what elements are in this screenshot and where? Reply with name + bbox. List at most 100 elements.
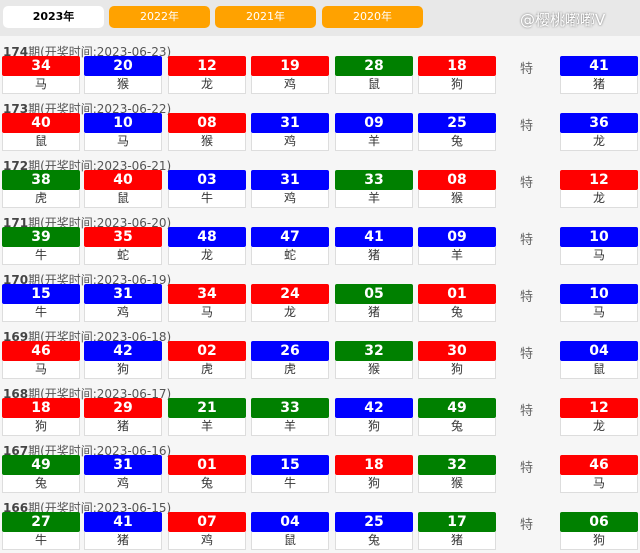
ball-cell: 21 羊 [168,398,246,436]
ball-cell: 41 猪 [335,227,413,265]
zodiac-label: 龙 [168,76,246,94]
zodiac-label: 鸡 [84,475,162,493]
zodiac-label: 马 [168,304,246,322]
zodiac-label: 龙 [168,247,246,265]
ball-cell: 32 猴 [418,455,496,493]
ball-cell: 10 马 [560,227,638,265]
ball-number: 47 [251,227,329,247]
ball-number: 35 [84,227,162,247]
zodiac-label: 猴 [168,133,246,151]
ball-number: 10 [560,284,638,304]
ball-cell: 25 兔 [418,113,496,151]
ball-cell: 33 羊 [251,398,329,436]
zodiac-label: 兔 [335,532,413,550]
zodiac-label: 鼠 [2,133,80,151]
issue-number: 170 [3,273,29,287]
ball-number: 24 [251,284,329,304]
draw-date: 期(开奖时间:2023-06-18) [28,330,172,344]
ball-number: 09 [335,113,413,133]
ball-number: 08 [168,113,246,133]
zodiac-label: 兔 [418,304,496,322]
special-label: 特 [520,62,534,77]
ball-cell: 26 虎 [251,341,329,379]
draw-row: 166期(开奖时间:2023-06-15) 27 牛 41 猪 07 鸡 04 鼠 25 兔 17 猪特… [0,496,640,553]
zodiac-label: 鸡 [251,133,329,151]
zodiac-label: 狗 [418,361,496,379]
draw-header: 172期(开奖时间:2023-06-21) [3,157,171,174]
draw-date: 期(开奖时间:2023-06-15) [28,501,172,515]
zodiac-label: 牛 [168,190,246,208]
issue-number: 169 [3,330,29,344]
ball-number: 41 [560,56,638,76]
ball-number: 10 [84,113,162,133]
ball-number: 01 [168,455,246,475]
tab-2023[interactable]: 2023年 [3,6,104,28]
ball-number: 40 [2,113,80,133]
zodiac-label: 猪 [335,247,413,265]
ball-number: 41 [84,512,162,532]
ball-number: 33 [335,170,413,190]
ball-number: 27 [2,512,80,532]
zodiac-label: 马 [560,475,638,493]
zodiac-label: 龙 [251,304,329,322]
zodiac-label: 牛 [2,532,80,550]
ball-number: 10 [560,227,638,247]
ball-cell: 31 鸡 [251,113,329,151]
draw-header: 174期(开奖时间:2023-06-23) [3,43,171,60]
zodiac-label: 兔 [168,475,246,493]
draw-row: 170期(开奖时间:2023-06-19) 15 牛 31 鸡 34 马 24 龙 05 猪 01 兔特… [0,268,640,325]
zodiac-label: 狗 [2,418,80,436]
tab-2020[interactable]: 2020年 [322,6,423,28]
ball-number: 21 [168,398,246,418]
ball-cell: 46 马 [2,341,80,379]
draw-row: 173期(开奖时间:2023-06-22) 40 鼠 10 马 08 猴 31 鸡 09 羊 25 兔特… [0,97,640,154]
draw-date: 期(开奖时间:2023-06-19) [28,273,172,287]
zodiac-label: 猴 [418,475,496,493]
zodiac-label: 猪 [84,532,162,550]
ball-cell: 19 鸡 [251,56,329,94]
special-label: 特 [520,176,534,191]
zodiac-label: 马 [560,247,638,265]
zodiac-label: 鼠 [560,361,638,379]
ball-cell: 18 狗 [418,56,496,94]
ball-cell: 25 兔 [335,512,413,550]
zodiac-label: 羊 [168,418,246,436]
ball-number: 17 [418,512,496,532]
zodiac-label: 鸡 [84,304,162,322]
ball-number: 02 [168,341,246,361]
zodiac-label: 猪 [335,304,413,322]
ball-number: 25 [335,512,413,532]
special-label: 特 [520,404,534,419]
ball-number: 31 [84,455,162,475]
zodiac-label: 羊 [335,190,413,208]
ball-cell: 06 狗 [560,512,638,550]
zodiac-label: 狗 [560,532,638,550]
draw-date: 期(开奖时间:2023-06-21) [28,159,172,173]
ball-number: 12 [560,398,638,418]
special-label: 特 [520,347,534,362]
ball-number: 12 [168,56,246,76]
issue-number: 168 [3,387,29,401]
draw-row: 171期(开奖时间:2023-06-20) 39 牛 35 蛇 48 龙 47 蛇 41 猪 09 羊特… [0,211,640,268]
ball-cell: 32 猴 [335,341,413,379]
ball-cell: 04 鼠 [251,512,329,550]
ball-cell: 09 羊 [418,227,496,265]
zodiac-label: 马 [2,361,80,379]
ball-number: 18 [418,56,496,76]
ball-number: 49 [2,455,80,475]
draw-date: 期(开奖时间:2023-06-20) [28,216,172,230]
ball-cell: 18 狗 [2,398,80,436]
zodiac-label: 猪 [418,532,496,550]
ball-number: 34 [168,284,246,304]
ball-cell: 12 龙 [560,170,638,208]
ball-cell: 42 狗 [84,341,162,379]
tab-2021[interactable]: 2021年 [215,6,316,28]
watermark: @樱桃嘟嘟V [520,11,606,29]
tab-2022[interactable]: 2022年 [109,6,210,28]
ball-cell: 40 鼠 [84,170,162,208]
zodiac-label: 马 [560,304,638,322]
ball-cell: 31 鸡 [251,170,329,208]
ball-number: 18 [335,455,413,475]
ball-cell: 17 猪 [418,512,496,550]
ball-cell: 40 鼠 [2,113,80,151]
